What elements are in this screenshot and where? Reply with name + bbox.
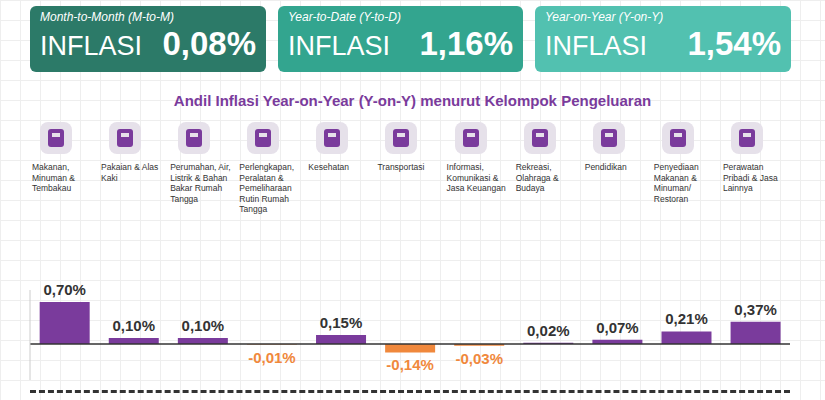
- html-text:0,08%: 0,08%: [162, 25, 256, 62]
- html-text:INFLASI: INFLASI: [545, 31, 647, 61]
- html-text:INFLASI: INFLASI: [288, 31, 390, 61]
- svg-text:-0,03%: -0,03%: [455, 350, 503, 367]
- svg-text:0,37%: 0,37%: [734, 301, 777, 318]
- html-text:Perumahan, Air, Listrik & Baha: Perumahan, Air, Listrik & Bahan Bakar Ru…: [170, 162, 231, 204]
- html-text:1,16%: 1,16%: [419, 25, 513, 62]
- html-text:Month-to-Month (M-to-M): Month-to-Month (M-to-M): [40, 10, 174, 24]
- svg-text:-0,01%: -0,01%: [248, 349, 296, 366]
- html-text:1,54%: 1,54%: [687, 25, 781, 62]
- html-text:Transportasi: Transportasi: [377, 162, 425, 172]
- html-text:Penyediaan Makanan & Minuman/: Penyediaan Makanan & Minuman/ Restoran: [653, 162, 699, 204]
- html-text:Year-on-Year (Y-on-Y): Year-on-Year (Y-on-Y): [545, 10, 664, 24]
- svg-text:-0,14%: -0,14%: [386, 356, 434, 373]
- svg-text:0,02%: 0,02%: [527, 322, 570, 339]
- svg-text:0,21%: 0,21%: [665, 310, 708, 327]
- html-text:Makanan, Minuman & Tembakau: Makanan, Minuman & Tembakau: [32, 162, 75, 193]
- html-text:Perawatan Pribadi & Jasa Lainn: Perawatan Pribadi & Jasa Lainnya: [722, 162, 778, 193]
- html-text:INFLASI: INFLASI: [40, 31, 142, 61]
- html-text:Perlengkapan, Peralatan & Peme: Perlengkapan, Peralatan & Pemeliharaan R…: [239, 162, 295, 214]
- svg-text:0,10%: 0,10%: [112, 317, 155, 334]
- html-text:Year-to-Date (Y-to-D): Year-to-Date (Y-to-D): [288, 10, 401, 24]
- svg-text:0,15%: 0,15%: [320, 314, 363, 331]
- html-text:Pendidikan: Pendidikan: [584, 162, 627, 172]
- html-text:Informasi, Komunikasi & Jasa K: Informasi, Komunikasi & Jasa Keuangan: [446, 162, 506, 193]
- html-text:Pakaian & Alas Kaki: Pakaian & Alas Kaki: [101, 162, 159, 183]
- html-text:Kesehatan: Kesehatan: [308, 162, 349, 172]
- svg-text:0,10%: 0,10%: [182, 317, 225, 334]
- svg-text:0,07%: 0,07%: [596, 319, 639, 336]
- html-text:Andil Inflasi Year-on-Year (Y-: Andil Inflasi Year-on-Year (Y-on-Y) menu…: [173, 92, 652, 109]
- svg-text:0,70%: 0,70%: [43, 281, 86, 298]
- html-text:Rekreasi, Olahraga & Budaya: Rekreasi, Olahraga & Budaya: [515, 162, 559, 193]
